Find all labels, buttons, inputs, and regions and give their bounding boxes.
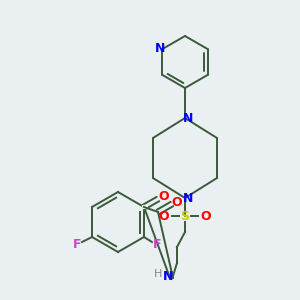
Text: H: H <box>154 269 162 279</box>
Text: O: O <box>172 196 182 208</box>
Text: N: N <box>155 43 166 56</box>
Text: N: N <box>183 112 193 125</box>
Text: S: S <box>181 209 190 223</box>
Text: O: O <box>159 190 169 203</box>
Text: F: F <box>73 238 81 251</box>
Text: N: N <box>183 193 193 206</box>
Text: N: N <box>163 271 173 284</box>
Text: O: O <box>159 209 169 223</box>
Text: F: F <box>153 238 161 251</box>
Text: O: O <box>201 209 211 223</box>
